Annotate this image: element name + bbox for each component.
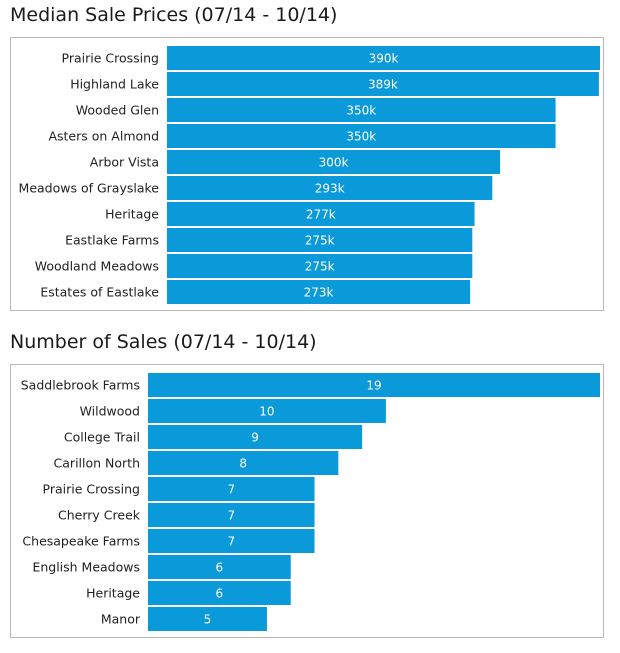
sales-category-label: Prairie Crossing [43,482,140,497]
sales-bar[interactable] [148,607,267,631]
sales-data-label: 10 [259,405,274,419]
price-category-label: Heritage [105,207,159,222]
price-bar[interactable] [167,280,471,304]
price-data-label: 277k [306,208,336,222]
median-prices-plot: Prairie Crossing 390k Highland Lake 389k Woo… [19,46,600,304]
median-prices-title: Median Sale Prices (07/14 - 10/14) [10,4,338,26]
price-category-label: Asters on Almond [48,129,159,144]
price-bar[interactable] [167,202,475,226]
sales-category-label: College Trail [64,430,140,445]
sales-bar[interactable] [148,503,315,527]
number-of-sales-plot: Saddlebrook Farms 19 Wildwood 10 College Tra… [21,373,600,631]
price-category-label: Arbor Vista [90,155,159,170]
price-category-label: Prairie Crossing [62,51,159,66]
price-bar[interactable] [167,150,501,174]
price-category-label: Highland Lake [70,77,159,92]
price-data-label: 275k [305,234,335,248]
sales-data-label: 5 [204,613,212,627]
number-of-sales-chart: Saddlebrook Farms 19 Wildwood 10 College Tra… [10,364,604,638]
sales-bar[interactable] [148,529,315,553]
sales-category-label: English Meadows [32,560,140,575]
price-category-label: Estates of Eastlake [40,285,159,300]
price-bar[interactable] [167,254,473,278]
price-data-label: 273k [304,286,334,300]
sales-category-label: Heritage [86,586,140,601]
sales-bar[interactable] [148,425,363,449]
sales-category-label: Cherry Creek [58,508,141,523]
price-data-label: 275k [305,260,335,274]
price-data-label: 293k [315,182,345,196]
sales-data-label: 19 [366,379,381,393]
sales-category-label: Chesapeake Farms [22,534,140,549]
price-category-label: Meadows of Grayslake [19,181,160,196]
sales-data-label: 9 [251,431,259,445]
sales-data-label: 8 [239,457,247,471]
price-bar[interactable] [167,98,556,122]
sales-bar[interactable] [148,555,291,579]
price-bar[interactable] [167,46,600,70]
sales-data-label: 7 [227,483,235,497]
price-category-label: Woodland Meadows [35,259,159,274]
sales-category-label: Carillon North [54,456,140,471]
price-data-label: 300k [319,156,349,170]
price-bar[interactable] [167,124,556,148]
sales-bar[interactable] [148,399,386,423]
sales-bar[interactable] [148,451,339,475]
sales-bar[interactable] [148,373,600,397]
price-data-label: 350k [346,104,376,118]
sales-bar[interactable] [148,581,291,605]
price-bar[interactable] [167,228,473,252]
price-data-label: 390k [369,52,399,66]
sales-data-label: 6 [216,587,224,601]
number-of-sales-title: Number of Sales (07/14 - 10/14) [10,331,317,353]
price-bar[interactable] [167,176,493,200]
sales-category-label: Saddlebrook Farms [21,378,140,393]
price-data-label: 389k [368,78,398,92]
price-data-label: 350k [346,130,376,144]
sales-data-label: 7 [227,535,235,549]
sales-category-label: Wildwood [80,404,140,419]
price-bar[interactable] [167,72,599,96]
sales-data-label: 7 [227,509,235,523]
sales-data-label: 6 [216,561,224,575]
price-category-label: Eastlake Farms [65,233,159,248]
median-prices-chart: Prairie Crossing 390k Highland Lake 389k Woo… [10,37,604,311]
price-category-label: Wooded Glen [76,103,159,118]
sales-bar[interactable] [148,477,315,501]
sales-category-label: Manor [101,612,141,627]
